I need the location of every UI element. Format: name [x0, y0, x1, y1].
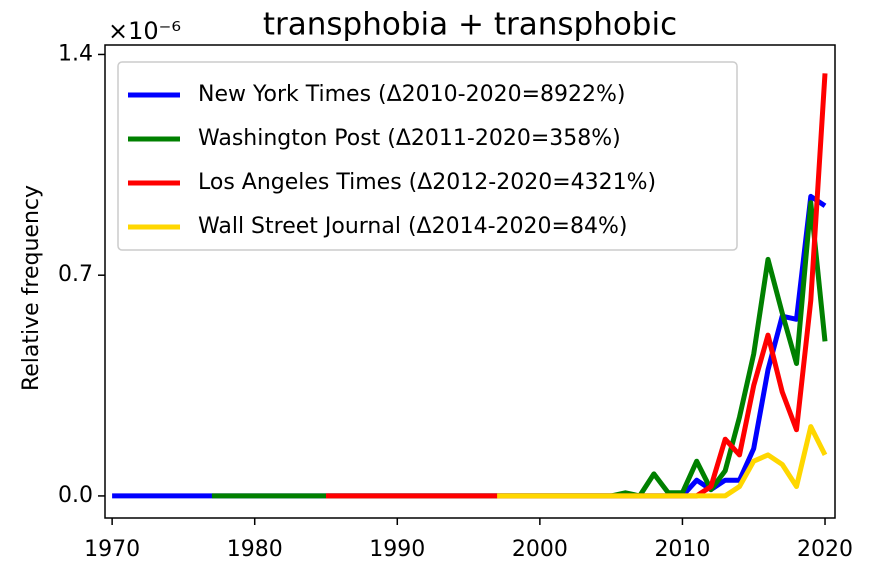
plot-frame — [104, 44, 836, 519]
x-tick-label: 2020 — [797, 537, 853, 562]
x-tick-label: 1970 — [84, 537, 140, 562]
chart-title: transphobia + transphobic — [263, 7, 677, 43]
x-tick-label: 2000 — [512, 537, 568, 562]
x-tick-label: 2010 — [654, 537, 710, 562]
series-line — [497, 424, 828, 499]
legend-label: Wall Street Journal (Δ2014-2020=84%) — [198, 214, 627, 239]
legend-label: Los Angeles Times (Δ2012-2020=4321%) — [198, 170, 656, 195]
y-tick-label: 1.4 — [58, 41, 93, 66]
y-axis-label: Relative frequency — [19, 185, 44, 391]
x-tick-label: 1990 — [369, 537, 425, 562]
y-tick-label: 0.7 — [58, 262, 93, 287]
x-tick-label: 1980 — [227, 537, 283, 562]
legend-label: New York Times (Δ2010-2020=8922%) — [198, 82, 626, 107]
legend-box — [117, 61, 738, 251]
legend-label: Washington Post (Δ2011-2020=358%) — [198, 126, 621, 151]
y-tick-label: 0.0 — [58, 483, 93, 508]
y-offset-label: ×10⁻⁶ — [108, 17, 181, 45]
